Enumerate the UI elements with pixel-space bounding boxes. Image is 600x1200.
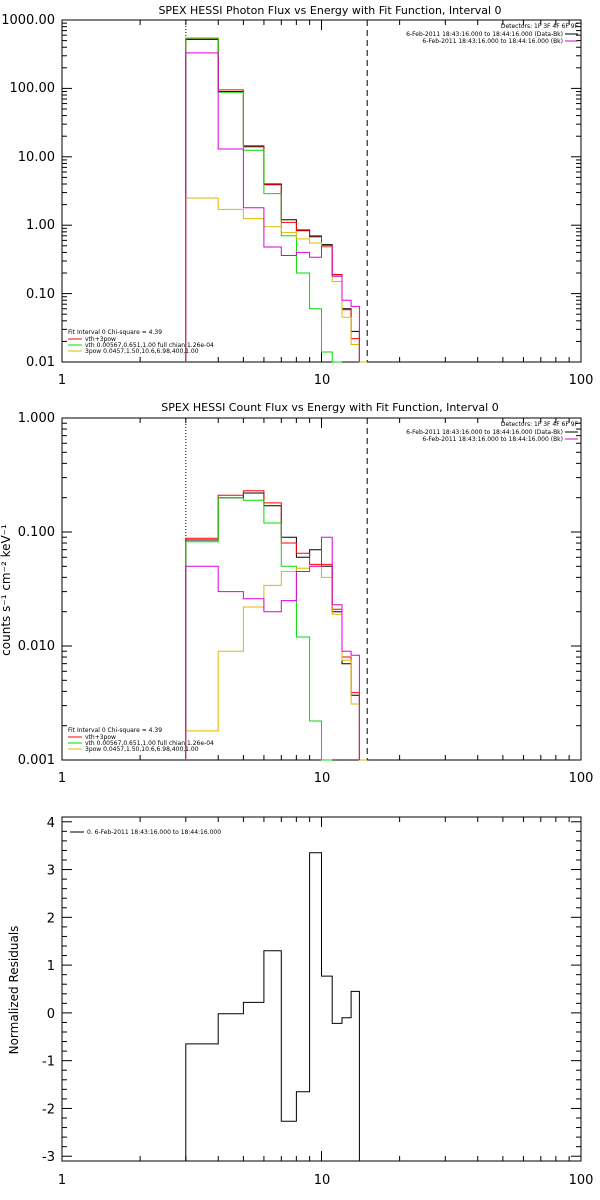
panel3-legend: 0. 6-Feb-2011 18:43:16.000 to 18:44:16.0… xyxy=(70,829,221,836)
panel3-ytick-label: 0 xyxy=(47,1007,55,1022)
panel1-title: SPEX HESSI Photon Flux vs Energy with Fi… xyxy=(158,4,501,17)
series-0-6-feb-2011-18-43-16-000-to-18-44-16-000 xyxy=(185,852,360,1161)
panel1-ytick-0: 0.01 xyxy=(26,355,55,370)
panel-count-flux: SPEX HESSI Count Flux vs Energy with Fit… xyxy=(0,401,593,786)
series-vth xyxy=(185,497,333,761)
panel1-legend-vth: vth 0.00567,0.651,1.00 full chian 1.26e-… xyxy=(85,342,214,349)
panel2-title: SPEX HESSI Count Flux vs Energy with Fit… xyxy=(161,401,498,414)
panel2-ytick-1: 0.010 xyxy=(18,639,55,654)
panel1-series xyxy=(185,37,368,363)
panel3-ytick-label: -1 xyxy=(42,1055,55,1070)
series-data-bk xyxy=(185,38,360,362)
panel3-ytick-labels: -3 -2 -1 0 1 2 3 4 xyxy=(42,816,55,1165)
panel-photon-flux: SPEX HESSI Photon Flux vs Energy with Fi… xyxy=(1,4,593,388)
panel3-ytick-label: 1 xyxy=(47,959,55,974)
panel1-xtick-10: 10 xyxy=(314,373,331,388)
panel2-xtick-1: 1 xyxy=(58,771,66,786)
panel3-ylabel: Normalized Residuals xyxy=(7,926,21,1055)
panel3-xtick-1: 1 xyxy=(58,1173,66,1188)
panel2-legend-data-bk: 6-Feb-2011 18:43:16.000 to 18:44:16.000 … xyxy=(406,429,563,436)
panel2-vlines xyxy=(185,418,368,760)
panel2-ytick-2: 0.100 xyxy=(18,525,55,540)
panel2-legend-vth3pow: vth+3pow xyxy=(85,734,116,741)
panel1-ytick-2: 1.00 xyxy=(26,218,55,233)
panel1-ytick-1: 0.10 xyxy=(26,287,55,302)
series-data-bk xyxy=(185,492,360,760)
panel3-ytick-label: 4 xyxy=(47,816,55,831)
panel1-ytick-3: 10.00 xyxy=(18,150,55,165)
panel1-legend-data-bk: 6-Feb-2011 18:43:16.000 to 18:44:16.000 … xyxy=(406,31,563,38)
series-vth xyxy=(185,37,342,363)
panel1-legend-vth3pow: vth+3pow xyxy=(85,336,116,343)
panel3-xtick-10: 10 xyxy=(314,1173,331,1188)
panel2-ticks xyxy=(61,418,581,761)
panel1-xtick-100: 100 xyxy=(569,373,594,388)
panel2-frame xyxy=(61,417,582,761)
series-vth-3pow xyxy=(185,490,360,760)
panel3-ytick-label: -2 xyxy=(42,1102,55,1117)
panel3-series xyxy=(185,852,360,1161)
panel3-legend-label: 0. 6-Feb-2011 18:43:16.000 to 18:44:16.0… xyxy=(87,829,221,836)
panel2-xtick-10: 10 xyxy=(314,771,331,786)
panel1-legend-top: Detectors: 1F 3F 4F 6F 9F 6-Feb-2011 18:… xyxy=(406,23,578,45)
panel2-legend-detectors: Detectors: 1F 3F 4F 6F 9F xyxy=(501,421,579,428)
panel1-ytick-4: 100.00 xyxy=(10,81,56,96)
panel1-legend-fit: Fit Interval 0 Chi-square = 4.39 xyxy=(68,329,162,336)
panel1-vlines xyxy=(185,20,368,362)
panel2-legend-bottom: Fit Interval 0 Chi-square = 4.39 vth+3po… xyxy=(68,727,214,753)
panel2-legend-top: Detectors: 1F 3F 4F 6F 9F 6-Feb-2011 18:… xyxy=(406,421,578,443)
panel2-legend-3pow: 3pow 0.0457,1.50,10.6,6.98,400,1.00 xyxy=(85,746,199,753)
series-bk xyxy=(185,536,360,760)
panel3-xtick-100: 100 xyxy=(569,1173,594,1188)
panel2-legend-bk: 6-Feb-2011 18:43:16.000 to 18:44:16.000 … xyxy=(422,436,563,443)
panel1-legend-bottom: Fit Interval 0 Chi-square = 4.39 vth+3po… xyxy=(68,329,214,355)
panel1-legend-3pow: 3pow 0.0457,1.50,10.6,6.98,400,1.00 xyxy=(85,348,199,355)
panel1-legend-bk: 6-Feb-2011 18:43:16.000 to 18:44:16.000 … xyxy=(422,38,563,45)
series-vth-3pow xyxy=(185,37,360,362)
panel3-ticks xyxy=(61,817,581,1161)
panel2-legend-fit: Fit Interval 0 Chi-square = 4.39 xyxy=(68,727,162,734)
panel3-ytick-label: 3 xyxy=(47,864,55,879)
panel2-ylabel: counts s⁻¹ cm⁻² keV⁻¹ xyxy=(0,524,13,656)
panel2-series xyxy=(185,490,368,761)
panel1-xtick-1: 1 xyxy=(58,373,66,388)
panel1-legend-detectors: Detectors: 1F 3F 4F 6F 9F xyxy=(501,23,579,30)
series-3pow xyxy=(185,565,368,761)
panel-residuals: Normalized Residuals 1 10 100 -3 -2 -1 0 1 2 3… xyxy=(7,816,593,1188)
panel2-ytick-0: 0.001 xyxy=(18,753,55,768)
panel1-ytick-5: 1000.00 xyxy=(1,13,55,28)
panel3-ytick-label: -3 xyxy=(42,1150,55,1165)
panel2-legend-vth: vth 0.00567,0.651,1.00 full chian 1.26e-… xyxy=(85,740,214,747)
panel2-xtick-100: 100 xyxy=(569,771,594,786)
panel2-ytick-3: 1.000 xyxy=(18,411,55,426)
series-bk xyxy=(185,52,360,362)
panel3-ytick-label: 2 xyxy=(47,911,55,926)
series-3pow xyxy=(185,197,368,363)
